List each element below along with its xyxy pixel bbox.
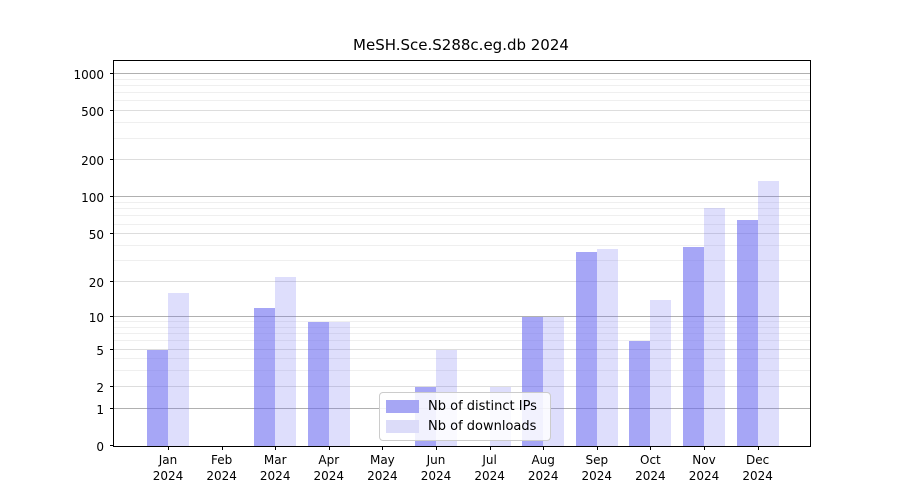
x-axis-tick [436, 446, 437, 450]
y-axis-tick [110, 233, 114, 235]
bar-downloads-sep [596, 248, 618, 446]
x-axis-label: May 2024 [367, 453, 398, 483]
x-axis-label: Feb 2024 [206, 453, 237, 483]
x-axis-tick [168, 446, 169, 450]
gridline [114, 281, 810, 283]
y-axis-tick [110, 281, 114, 283]
bar-distinct-ips-apr [307, 322, 329, 446]
bar-distinct-ips-oct [629, 341, 651, 446]
gridline [114, 358, 810, 360]
x-axis-label: Apr 2024 [313, 453, 345, 483]
legend: Nb of distinct IPs Nb of downloads [379, 392, 551, 441]
plot-area: 0 1 2 5 10 20 50 100 200 500 1000 Jan 2024 Feb 2024 M… [73, 60, 811, 483]
y-axis-label: 100 [81, 191, 104, 206]
y-axis-tick [110, 72, 114, 74]
y-axis-tick [110, 348, 114, 350]
x-axis-label: Dec 2024 [742, 453, 773, 483]
gridline [114, 159, 810, 161]
gridline [114, 215, 810, 217]
gridline [114, 315, 810, 317]
bar-downloads-dec [757, 181, 779, 446]
x-axis-tick [382, 446, 384, 450]
x-axis-label: Mar 2024 [259, 453, 291, 483]
gridline [114, 100, 810, 102]
x-axis-tick [328, 446, 330, 450]
y-axis-label: 50 [88, 228, 104, 243]
bar-downloads-apr [328, 322, 350, 446]
gridline [114, 122, 810, 124]
y-axis-label: 500 [81, 105, 104, 120]
x-axis-tick [650, 446, 652, 450]
bar-distinct-ips-dec [736, 219, 758, 446]
y-axis-tick [110, 159, 114, 161]
y-axis-label: 1 [96, 402, 104, 417]
legend-item: Nb of distinct IPs [386, 399, 542, 414]
gridline [114, 233, 810, 235]
x-axis-tick [221, 446, 223, 450]
bar-downloads-mar [275, 277, 297, 446]
y-axis-tick [110, 196, 114, 198]
y-axis-tick [110, 385, 114, 387]
gridline [114, 385, 810, 387]
x-axis-label: Oct 2024 [635, 453, 666, 483]
y-axis-tick [110, 445, 114, 446]
bar-distinct-ips-sep [575, 251, 597, 446]
gridline [114, 223, 810, 225]
y-axis-tick [110, 110, 114, 112]
y-axis-label: 1000 [73, 67, 104, 82]
y-axis-tick [110, 407, 114, 409]
bar-downloads-jan [168, 293, 189, 446]
bar-distinct-ips-jan [147, 349, 168, 446]
gridline [114, 137, 810, 139]
y-axis-tick [110, 315, 114, 317]
gridline [114, 208, 810, 210]
gridline [114, 84, 810, 86]
gridline [114, 333, 810, 335]
bar-downloads-oct [650, 300, 672, 446]
y-axis-label: 20 [88, 276, 104, 291]
gridline [114, 78, 810, 80]
gridline [114, 245, 810, 247]
x-axis-tick [704, 446, 705, 450]
gridline [114, 202, 810, 204]
legend-swatch-distinct-ips [386, 400, 419, 413]
bar-distinct-ips-mar [254, 307, 276, 446]
y-axis-label: 0 [96, 440, 104, 454]
gridline [114, 196, 810, 198]
x-axis-label: Jul 2024 [474, 453, 505, 483]
bar-downloads-nov [704, 208, 725, 446]
legend-swatch-downloads [386, 420, 419, 433]
x-axis-tick [489, 446, 491, 450]
gridline [114, 326, 810, 328]
gridline [114, 370, 810, 372]
gridline [114, 72, 810, 74]
y-axis-label: 10 [88, 310, 104, 325]
gridline [114, 348, 810, 350]
x-axis-label: Jan 2024 [152, 453, 184, 483]
x-axis-label: Sep 2024 [581, 453, 613, 483]
legend-label: Nb of distinct IPs [428, 399, 537, 414]
x-axis-label: Jun 2024 [420, 453, 452, 483]
x-axis-tick [543, 446, 545, 450]
x-axis-label: Nov 2024 [688, 453, 720, 483]
chart-title: MeSH.Sce.S288c.eg.db 2024 [353, 36, 569, 54]
legend-item: Nb of downloads [386, 419, 542, 434]
gridline [114, 110, 810, 112]
legend-label: Nb of downloads [428, 419, 537, 434]
gridline [114, 340, 810, 342]
x-axis-tick [596, 446, 598, 450]
bar-distinct-ips-nov [683, 247, 704, 446]
y-axis-label: 200 [81, 154, 104, 169]
x-axis-label: Aug 2024 [527, 453, 559, 483]
x-axis-tick [275, 446, 277, 450]
gridline [114, 321, 810, 322]
gridline [114, 92, 810, 94]
x-axis-tick [757, 446, 759, 450]
gridline [114, 260, 810, 262]
y-axis-label: 2 [96, 380, 104, 395]
y-axis-label: 5 [96, 343, 104, 358]
